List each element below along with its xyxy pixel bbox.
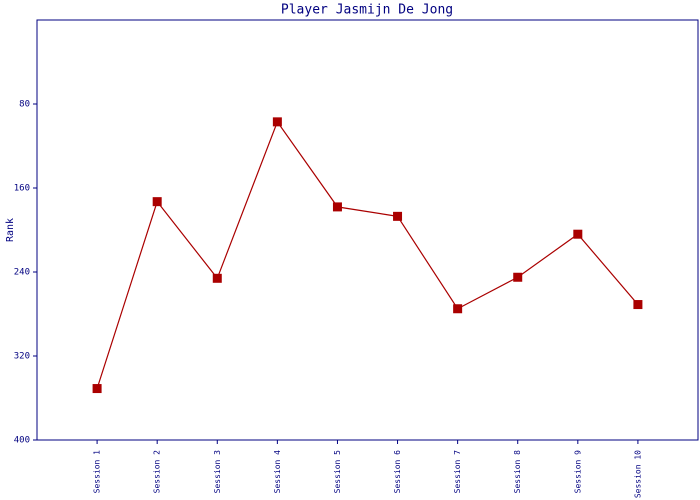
x-tick-label: Session 4	[273, 450, 282, 494]
point	[152, 197, 162, 207]
x-tick-label: Session 6	[393, 450, 402, 494]
x-tick-label: Session 1	[93, 450, 102, 494]
x-tick-label: Session 5	[333, 450, 342, 494]
point	[92, 384, 102, 394]
plot-frame	[36, 19, 699, 441]
point	[272, 117, 282, 127]
x-tick-label: Session 7	[453, 450, 462, 494]
y-tick-label: 320	[14, 352, 30, 362]
chart-title: Player Jasmijn De Jong	[281, 3, 453, 18]
point	[393, 211, 403, 221]
point	[453, 304, 463, 314]
x-tick-label: Session 9	[573, 450, 582, 494]
y-tick-label: 160	[14, 184, 30, 194]
x-tick-label: Session 2	[153, 450, 162, 494]
x-tick-label: Session 8	[513, 450, 522, 494]
y-tick-label: 400	[14, 436, 30, 446]
point	[573, 229, 583, 239]
y-tick-label: 80	[19, 100, 30, 110]
y-axis-label: Rank	[5, 218, 16, 242]
x-tick-label: Session 10	[633, 450, 642, 498]
point	[513, 272, 523, 282]
x-tick-label: Session 3	[213, 450, 222, 494]
series-line	[96, 120, 639, 389]
point	[212, 273, 222, 283]
y-tick-label: 240	[14, 268, 30, 278]
point	[332, 202, 342, 212]
point	[633, 300, 643, 310]
